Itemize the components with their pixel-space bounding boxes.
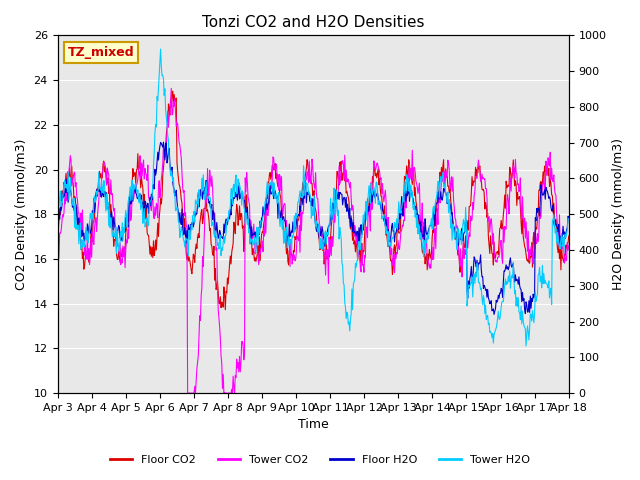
Legend: Floor CO2, Tower CO2, Floor H2O, Tower H2O: Floor CO2, Tower CO2, Floor H2O, Tower H…: [105, 451, 535, 469]
X-axis label: Time: Time: [298, 419, 328, 432]
Y-axis label: H2O Density (mmol/m3): H2O Density (mmol/m3): [612, 138, 625, 290]
Y-axis label: CO2 Density (mmol/m3): CO2 Density (mmol/m3): [15, 139, 28, 290]
Text: TZ_mixed: TZ_mixed: [68, 46, 134, 59]
Title: Tonzi CO2 and H2O Densities: Tonzi CO2 and H2O Densities: [202, 15, 424, 30]
